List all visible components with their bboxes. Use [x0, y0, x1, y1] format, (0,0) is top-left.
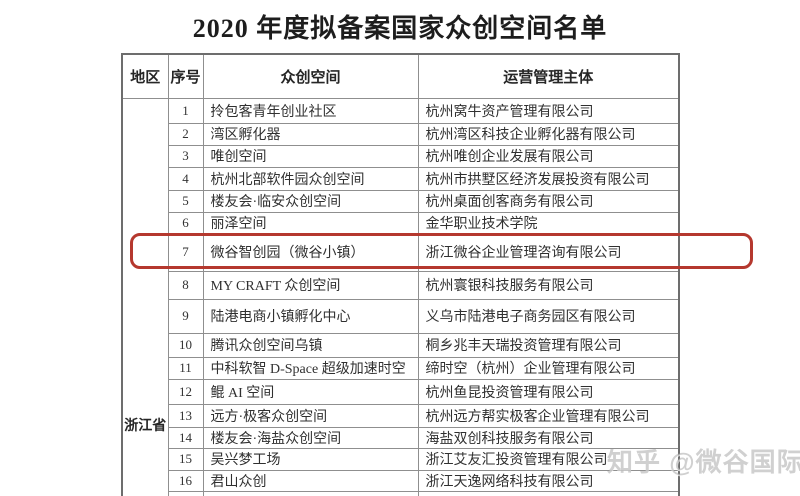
row-no: 2: [167, 122, 204, 146]
row-no: 14: [167, 426, 204, 449]
row-no: 7: [167, 232, 204, 272]
row-space: 楼友会·临安众创空间: [202, 189, 419, 213]
row-space: 君山众创: [202, 469, 419, 492]
table-row: 2 湾区孵化器 杭州湾区科技企业孵化器有限公司: [122, 122, 680, 146]
row-space: 楼友会·海盐众创空间: [202, 426, 419, 449]
header-operator: 运营管理主体: [417, 53, 680, 99]
table-row: 8 MY CRAFT 众创空间 杭州寰银科技服务有限公司: [122, 270, 680, 300]
row-operator: 金华职业技术学院: [417, 211, 680, 234]
table-row: 14 楼友会·海盐众创空间 海盐双创科技服务有限公司: [122, 426, 680, 449]
header-no: 序号: [167, 53, 204, 99]
row-no: 3: [167, 144, 204, 168]
table-row: 5 楼友会·临安众创空间 杭州桌面创客商务有限公司: [122, 189, 680, 213]
header-space: 众创空间: [202, 53, 419, 99]
row-no: 4: [167, 166, 204, 191]
row-operator: 浙江艾友汇投资管理有限公司: [417, 447, 680, 471]
table-row: 15 吴兴梦工场 浙江艾友汇投资管理有限公司: [122, 447, 680, 471]
table-row: 11 中科软智 D-Space 超级加速时空 缔时空（杭州）企业管理有限公司: [122, 356, 680, 380]
row-no: 8: [167, 270, 204, 300]
row-space: 微谷智创园（微谷小镇）: [202, 232, 419, 272]
makerspace-table: 地区 序号 众创空间 运营管理主体 浙江省 1 拎包客青年创业社区 杭州窝牛资产…: [121, 53, 680, 496]
row-space: 远方·极客众创空间: [202, 403, 419, 428]
zhihu-watermark: 知乎 @微谷国际: [607, 447, 800, 477]
row-operator: 桐乡兆丰天瑞投资管理有限公司: [417, 332, 680, 358]
row-operator: 浙江微谷企业管理咨询有限公司: [417, 232, 680, 272]
row-operator: 义乌市陆港电子商务园区有限公司: [417, 298, 680, 334]
row-no: 10: [167, 332, 204, 358]
table-row: 6 丽泽空间 金华职业技术学院: [122, 211, 680, 234]
row-operator: 杭州湾区科技企业孵化器有限公司: [417, 122, 680, 146]
row-operator: 杭州窝牛资产管理有限公司: [417, 97, 680, 124]
region-merged-cell: 浙江省: [121, 97, 169, 496]
row-space: MY CRAFT 众创空间: [202, 270, 419, 300]
row-no: 15: [167, 447, 204, 471]
row-space: 湾区孵化器: [202, 122, 419, 146]
table-row: 4 杭州北部软件园众创空间 杭州市拱墅区经济发展投资有限公司: [122, 166, 680, 191]
row-no: 11: [167, 356, 204, 380]
row-space: 腾讯众创空间乌镇: [202, 332, 419, 358]
row-operator: 杭州桌面创客商务有限公司: [417, 189, 680, 213]
row-space: 丽泽空间: [202, 211, 419, 234]
row-no: 6: [167, 211, 204, 234]
row-space: 吴兴梦工场: [202, 447, 419, 471]
row-space: 陆港电商小镇孵化中心: [202, 298, 419, 334]
row-operator: 杭州远方帮实极客企业管理有限公司: [417, 403, 680, 428]
row-operator: 杭州唯创企业发展有限公司: [417, 144, 680, 168]
row-no: 13: [167, 403, 204, 428]
row-no: 1: [167, 97, 204, 124]
table-row: 10 腾讯众创空间乌镇 桐乡兆丰天瑞投资管理有限公司: [122, 332, 680, 358]
table-row: 13 远方·极客众创空间 杭州远方帮实极客企业管理有限公司: [122, 403, 680, 428]
table-row: 12 鲲 AI 空间 杭州鱼昆投资管理有限公司: [122, 378, 680, 405]
header-region: 地区: [121, 53, 169, 99]
table-row-highlighted: 7 微谷智创园（微谷小镇） 浙江微谷企业管理咨询有限公司: [122, 232, 680, 272]
row-no: 9: [167, 298, 204, 334]
row-space: 鲲 AI 空间: [202, 378, 419, 405]
table-row: 浙江省 1 拎包客青年创业社区 杭州窝牛资产管理有限公司: [121, 97, 680, 496]
row-operator: 杭州鱼昆投资管理有限公司: [417, 378, 680, 405]
row-no: 5: [167, 189, 204, 213]
row-operator: 杭州市拱墅区经济发展投资有限公司: [417, 166, 680, 191]
row-no: 16: [167, 469, 204, 492]
region-label: 浙江省: [124, 418, 167, 434]
row-space: 杭州北部软件园众创空间: [202, 166, 419, 191]
row-no: 12: [167, 378, 204, 405]
document-title: 2020 年度拟备案国家众创空间名单: [192, 14, 608, 43]
row-space: 拎包客青年创业社区: [202, 97, 419, 124]
row-space: 唯创空间: [202, 144, 419, 168]
row-operator: 海盐双创科技服务有限公司: [417, 426, 680, 449]
row-operator: 缔时空（杭州）企业管理有限公司: [417, 356, 680, 380]
table-row-partial: [122, 490, 680, 496]
row-space: 中科软智 D-Space 超级加速时空: [202, 356, 419, 380]
table-row: 9 陆港电商小镇孵化中心 义乌市陆港电子商务园区有限公司: [122, 298, 680, 334]
table-row: 16 君山众创 浙江天逸网络科技有限公司: [122, 469, 680, 492]
row-operator: 杭州寰银科技服务有限公司: [417, 270, 680, 300]
table-header-row: 地区 序号 众创空间 运营管理主体: [121, 53, 680, 99]
table-row: 3 唯创空间 杭州唯创企业发展有限公司: [122, 144, 680, 168]
